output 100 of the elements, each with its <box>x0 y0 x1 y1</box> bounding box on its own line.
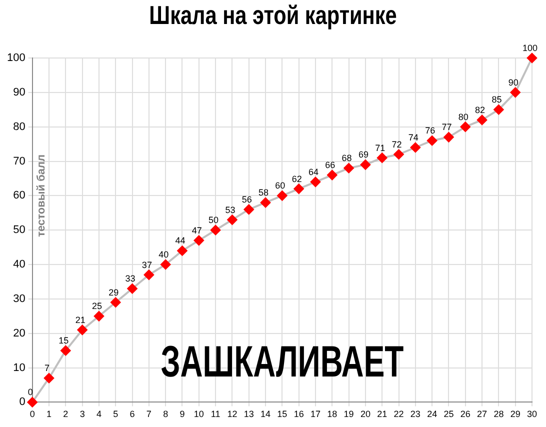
data-label: 56 <box>242 194 252 204</box>
x-tick-label: 24 <box>427 409 438 420</box>
data-label: 37 <box>142 260 152 270</box>
point <box>94 311 104 322</box>
data-label: 44 <box>175 236 186 246</box>
data-label: 40 <box>158 250 169 260</box>
data-label: 76 <box>425 126 436 136</box>
x-tick-label: 29 <box>510 409 520 420</box>
y-tick-label: 80 <box>13 120 26 133</box>
x-tick-label: 1 <box>46 409 52 420</box>
point <box>294 184 304 194</box>
point <box>44 373 54 384</box>
x-tick-label: 23 <box>410 409 420 420</box>
data-label: 53 <box>225 204 236 215</box>
data-label: 71 <box>375 142 386 153</box>
point <box>177 246 188 256</box>
data-label: 69 <box>358 150 368 160</box>
x-tick-label: 22 <box>394 409 404 420</box>
data-label: 25 <box>92 301 102 312</box>
point <box>244 204 254 214</box>
data-label: 100 <box>522 42 538 53</box>
point <box>510 87 520 98</box>
point <box>344 163 354 174</box>
point <box>277 190 288 201</box>
x-tick-label: 9 <box>180 409 185 420</box>
y-tick-label: 50 <box>13 224 26 236</box>
x-tick-label: 12 <box>227 409 238 420</box>
data-label: 62 <box>292 174 302 184</box>
data-label: 66 <box>325 160 336 170</box>
point <box>144 270 154 280</box>
data-label: 82 <box>475 104 486 115</box>
x-tick-label: 13 <box>244 409 254 420</box>
x-tick-label: 7 <box>146 409 152 420</box>
point <box>227 214 238 225</box>
data-label: 47 <box>192 225 202 236</box>
y-tick-label: 60 <box>13 190 26 202</box>
point <box>310 176 320 187</box>
data-label: 72 <box>392 139 402 150</box>
point <box>427 136 438 146</box>
data-label: 33 <box>125 274 136 284</box>
point <box>327 170 338 180</box>
data-label: 80 <box>458 112 468 122</box>
x-tick-label: 27 <box>477 409 488 420</box>
y-tick-label: 20 <box>13 327 26 340</box>
x-tick-label: 5 <box>113 409 118 420</box>
point <box>394 149 404 160</box>
x-tick-label: 30 <box>526 409 538 420</box>
point <box>77 324 88 335</box>
x-tick-label: 20 <box>360 409 370 420</box>
x-tick-label: 2 <box>63 409 68 420</box>
y-tick-label: 10 <box>13 362 26 374</box>
point <box>110 297 121 308</box>
point <box>460 122 470 132</box>
point <box>210 225 221 236</box>
point <box>194 235 204 246</box>
y-tick-label: 0 <box>19 396 26 408</box>
point <box>27 397 38 408</box>
point <box>260 198 271 208</box>
data-label: 85 <box>492 94 502 105</box>
x-tick-label: 0 <box>30 409 35 420</box>
data-label: 58 <box>258 188 269 198</box>
data-label: 68 <box>342 153 352 164</box>
data-label: 29 <box>108 287 119 298</box>
y-tick-label: 100 <box>6 52 26 64</box>
x-tick-label: 4 <box>96 409 102 420</box>
data-label: 0 <box>28 387 33 398</box>
point <box>160 260 171 270</box>
y-tick-label: 40 <box>13 258 26 271</box>
x-tick-label: 18 <box>327 409 338 420</box>
data-label: 50 <box>208 215 219 226</box>
y-axis-title: тестовый балл <box>35 154 48 237</box>
point <box>477 114 488 125</box>
x-tick-label: 25 <box>444 409 454 420</box>
data-label: 90 <box>508 77 518 88</box>
x-tick-label: 11 <box>210 409 220 420</box>
data-label: 64 <box>308 166 318 177</box>
point <box>527 53 537 63</box>
x-tick-label: 19 <box>344 409 354 420</box>
point <box>127 284 138 294</box>
chart-title: Шкала на этой картинке <box>148 0 398 32</box>
y-tick-label: 30 <box>13 292 26 305</box>
x-tick-label: 16 <box>294 409 304 420</box>
data-label: 15 <box>58 336 69 346</box>
data-label: 60 <box>275 180 286 191</box>
x-tick-label: 28 <box>494 409 504 420</box>
point <box>494 104 504 115</box>
x-tick-label: 17 <box>310 409 320 420</box>
data-label: 7 <box>44 363 50 374</box>
data-label: 74 <box>408 132 418 142</box>
point <box>60 346 71 356</box>
data-label: 77 <box>442 122 452 132</box>
x-tick-label: 10 <box>194 409 204 420</box>
x-tick-label: 8 <box>163 409 168 420</box>
annotation: ЗАШКАЛИВАЕТ <box>160 337 404 387</box>
point <box>360 160 370 170</box>
x-tick-label: 15 <box>277 409 288 420</box>
y-tick-label: 70 <box>13 155 26 168</box>
x-tick-label: 3 <box>80 409 85 420</box>
x-tick-label: 26 <box>460 409 470 420</box>
x-tick-label: 6 <box>130 409 135 420</box>
